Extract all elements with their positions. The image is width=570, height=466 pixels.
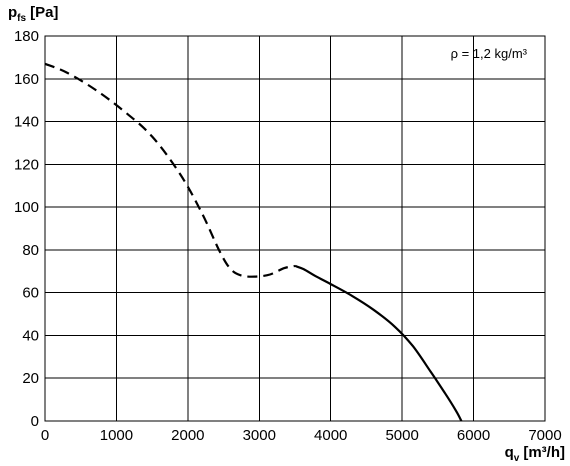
y-tick-labels: 0 20 40 60 80 100 120 140 160 180	[14, 28, 39, 430]
x-tick-label: 4000	[314, 427, 347, 444]
y-tick-label: 180	[14, 28, 39, 45]
y-axis-title: pfs [Pa]	[8, 4, 58, 24]
y-tick-label: 0	[31, 413, 39, 430]
curve-dashed-section	[44, 62, 296, 278]
y-tick-label: 140	[14, 114, 39, 131]
y-tick-label: 40	[22, 327, 39, 344]
curve-solid-section	[294, 264, 463, 422]
y-tick-label: 160	[14, 71, 39, 88]
y-tick-label: 60	[22, 285, 39, 302]
x-axis-title: qv [m³/h]	[505, 444, 565, 464]
plot-frame	[44, 35, 546, 422]
y-tick-label: 80	[22, 242, 39, 259]
x-tick-label: 7000	[528, 427, 561, 444]
x-tick-label: 1000	[100, 427, 133, 444]
x-tick-label: 0	[41, 427, 49, 444]
grid	[44, 35, 546, 422]
y-tick-label: 100	[14, 199, 39, 216]
x-tick-labels: 0 1000 2000 3000 4000 5000 6000 7000	[41, 427, 562, 444]
x-tick-label: 5000	[385, 427, 418, 444]
y-tick-label: 120	[14, 156, 39, 173]
density-annotation: ρ = 1,2 kg/m³	[451, 46, 528, 61]
y-tick-label: 20	[22, 370, 39, 387]
x-tick-label: 6000	[457, 427, 490, 444]
curve-layer	[44, 62, 463, 422]
x-tick-label: 2000	[171, 427, 204, 444]
x-tick-label: 3000	[243, 427, 276, 444]
